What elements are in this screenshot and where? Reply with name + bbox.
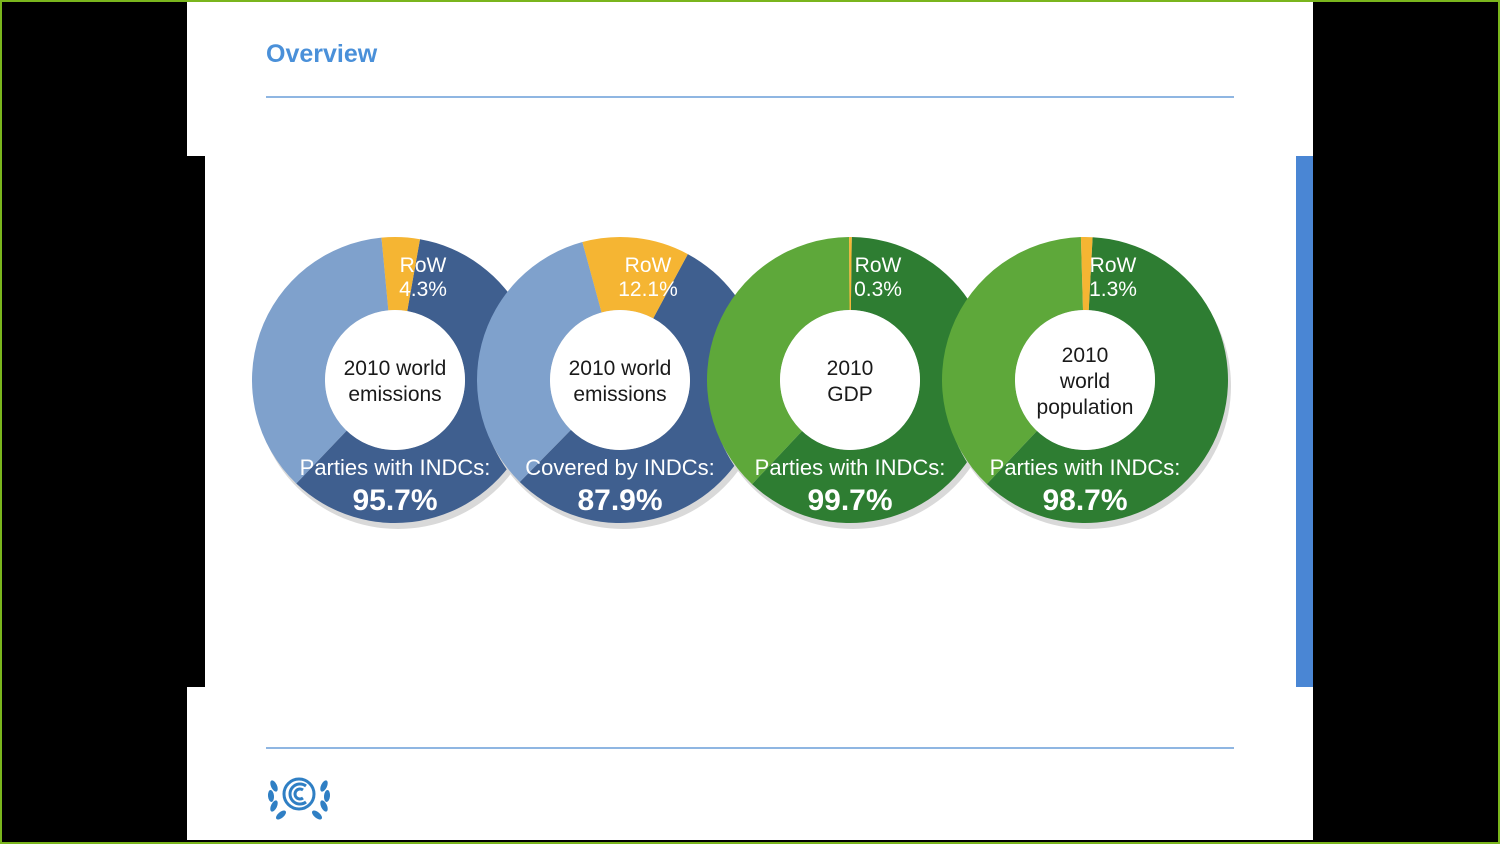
donut-hole: [325, 310, 465, 450]
slice-row: [582, 237, 688, 319]
caption-value: 99.7%: [807, 484, 892, 517]
slide-title: Overview: [266, 40, 378, 68]
slice-main: [519, 254, 763, 523]
slice-main: [296, 239, 538, 523]
center-label: world: [1059, 370, 1110, 393]
row-label: RoW: [625, 254, 672, 277]
donut-hole: [780, 310, 920, 450]
row-label: 4.3%: [399, 278, 447, 301]
row-label: 0.3%: [854, 278, 902, 301]
footer-divider: [266, 747, 1234, 749]
donut-hole: [550, 310, 690, 450]
donut-hole: [1015, 310, 1155, 450]
caption-value: 98.7%: [1042, 484, 1127, 517]
slice-row: [849, 237, 852, 311]
caption-label: Covered by INDCs:: [525, 455, 715, 480]
center-label: 2010: [1062, 344, 1109, 367]
center-label: emissions: [348, 383, 441, 406]
row-label: RoW: [400, 254, 447, 277]
caption-label: Parties with INDCs:: [300, 455, 491, 480]
center-label: 2010 world: [344, 357, 447, 380]
caption-label: Parties with INDCs:: [990, 455, 1181, 480]
row-label: RoW: [855, 254, 902, 277]
caption-label: Parties with INDCs:: [755, 455, 946, 480]
center-label: 2010 world: [569, 357, 672, 380]
slice-main-secondary: [707, 237, 850, 485]
center-label: population: [1037, 396, 1134, 419]
row-label: 12.1%: [618, 278, 678, 301]
title-divider: [266, 96, 1234, 98]
unfccc-logo-icon: [267, 777, 331, 820]
slice-main-secondary: [251, 237, 389, 484]
center-label: GDP: [827, 383, 873, 406]
slice-row: [381, 237, 420, 312]
slice-main: [986, 237, 1228, 523]
right-accent-bar: [1296, 156, 1313, 687]
slice-main-secondary: [941, 237, 1083, 485]
center-label: emissions: [573, 383, 666, 406]
slice-row: [1080, 237, 1093, 311]
caption-value: 87.9%: [577, 484, 662, 517]
left-black-bar: [187, 156, 205, 687]
caption-value: 95.7%: [352, 484, 437, 517]
slice-main: [752, 237, 994, 523]
center-label: 2010: [827, 357, 874, 380]
slice-main-secondary: [477, 242, 602, 482]
row-label: 1.3%: [1089, 278, 1137, 301]
row-label: RoW: [1090, 254, 1137, 277]
